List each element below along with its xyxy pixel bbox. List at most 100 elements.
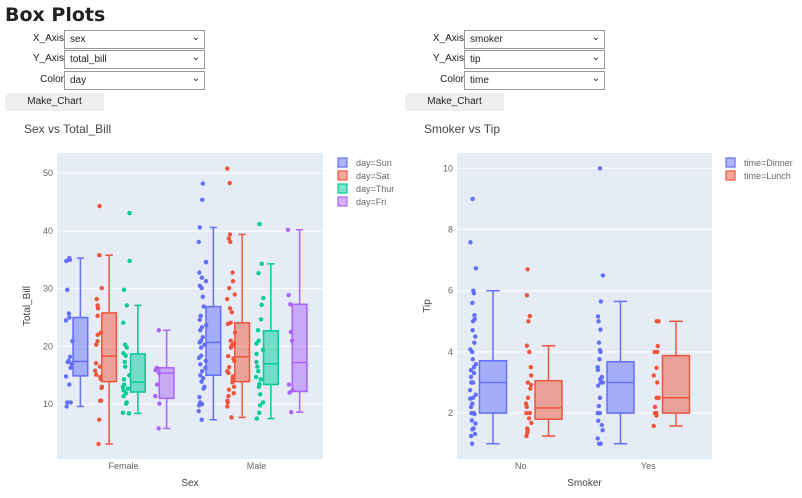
chevron-down-icon: ⌄ <box>191 73 200 84</box>
data-point <box>68 400 73 405</box>
box <box>262 330 279 386</box>
data-point <box>197 317 202 323</box>
x-axis-title: Smoker <box>567 478 602 489</box>
data-point <box>259 302 264 308</box>
y-axis-select[interactable]: tip ⌄ <box>464 50 605 69</box>
data-point <box>469 441 475 446</box>
data-point <box>93 360 99 366</box>
data-point <box>655 380 660 385</box>
data-point <box>257 403 263 408</box>
data-point <box>257 221 262 227</box>
data-point <box>470 357 476 362</box>
box <box>661 354 691 414</box>
data-point <box>196 239 201 245</box>
y-axis-label: Y_Axis <box>32 53 64 64</box>
legend-label: day=Sat <box>356 171 390 181</box>
data-point <box>123 353 128 358</box>
data-point <box>227 232 233 237</box>
data-point <box>468 396 473 401</box>
data-point <box>95 332 100 338</box>
box-plot-chart: Sex vs Total_Bill 10 20 30 40 50 Female Male Sex… <box>22 122 394 489</box>
data-point <box>467 387 473 393</box>
data-point <box>596 340 602 345</box>
data-point <box>258 377 263 382</box>
data-point <box>226 387 232 392</box>
data-point <box>157 401 162 406</box>
y-axis-control: Y_Axis total_bill ⌄ <box>0 50 210 69</box>
data-point <box>473 392 478 397</box>
x-axis-control: X_Axis sex ⌄ <box>0 30 210 49</box>
chart-title: Sex vs Total_Bill <box>24 122 111 136</box>
data-point <box>124 303 130 308</box>
data-point <box>120 384 126 390</box>
y-axis-control: Y_Axis tip ⌄ <box>400 50 610 69</box>
data-point <box>472 411 477 417</box>
data-point <box>63 374 69 379</box>
data-point <box>654 319 659 324</box>
data-point <box>196 403 202 408</box>
data-point <box>285 227 291 232</box>
data-point <box>64 404 69 409</box>
data-point <box>67 354 73 360</box>
x-tick-label: Male <box>247 461 267 471</box>
y-axis-select[interactable]: total_bill ⌄ <box>64 50 205 69</box>
y-axis-label: Y_Axis <box>432 53 464 64</box>
data-point <box>228 338 233 343</box>
data-point <box>197 395 202 400</box>
data-point <box>97 398 103 403</box>
data-point <box>469 380 475 385</box>
data-point <box>525 430 530 435</box>
data-point <box>654 413 659 418</box>
data-point <box>126 411 132 416</box>
data-point <box>153 367 158 373</box>
data-point <box>121 377 127 382</box>
data-point <box>652 349 657 355</box>
data-point <box>229 310 235 315</box>
data-point <box>121 393 126 399</box>
y-axis-title: Tip <box>422 299 433 313</box>
x-axis-select[interactable]: sex ⌄ <box>64 30 205 49</box>
data-point <box>94 296 99 302</box>
data-point <box>289 410 294 415</box>
data-point <box>256 384 262 390</box>
data-point <box>527 410 533 416</box>
box <box>205 305 222 377</box>
data-point <box>595 410 600 416</box>
data-point <box>470 427 475 432</box>
color-select[interactable]: time ⌄ <box>464 71 605 90</box>
data-point <box>596 418 601 423</box>
data-point <box>469 418 475 423</box>
data-point <box>654 365 659 371</box>
data-point <box>528 386 533 391</box>
data-point <box>64 258 69 264</box>
data-point <box>200 181 206 186</box>
data-point <box>254 416 260 421</box>
make-chart-button[interactable]: Make_Chart <box>405 93 504 111</box>
data-point <box>470 349 475 355</box>
chevron-down-icon: ⌄ <box>191 52 200 63</box>
data-point <box>596 441 602 446</box>
data-point <box>598 327 603 332</box>
y-tick-label: 40 <box>43 226 53 236</box>
data-point <box>598 299 604 304</box>
data-point <box>470 327 475 333</box>
data-point <box>200 294 205 299</box>
data-point <box>470 300 475 306</box>
data-point <box>198 328 203 333</box>
data-point <box>471 365 477 370</box>
data-point <box>198 362 203 367</box>
x-axis-title: Sex <box>181 478 198 489</box>
data-point <box>524 293 530 298</box>
data-point <box>599 422 605 428</box>
data-point <box>225 354 231 359</box>
y-tick-label: 8 <box>448 225 453 235</box>
x-axis-select[interactable]: smoker ⌄ <box>464 30 605 49</box>
data-point <box>124 345 129 350</box>
data-point <box>226 370 231 376</box>
color-select[interactable]: day ⌄ <box>64 71 205 90</box>
make-chart-button[interactable]: Make_Chart <box>5 93 104 111</box>
data-point <box>232 292 237 297</box>
data-point <box>121 320 126 325</box>
data-point <box>257 392 263 397</box>
data-point <box>196 355 202 361</box>
